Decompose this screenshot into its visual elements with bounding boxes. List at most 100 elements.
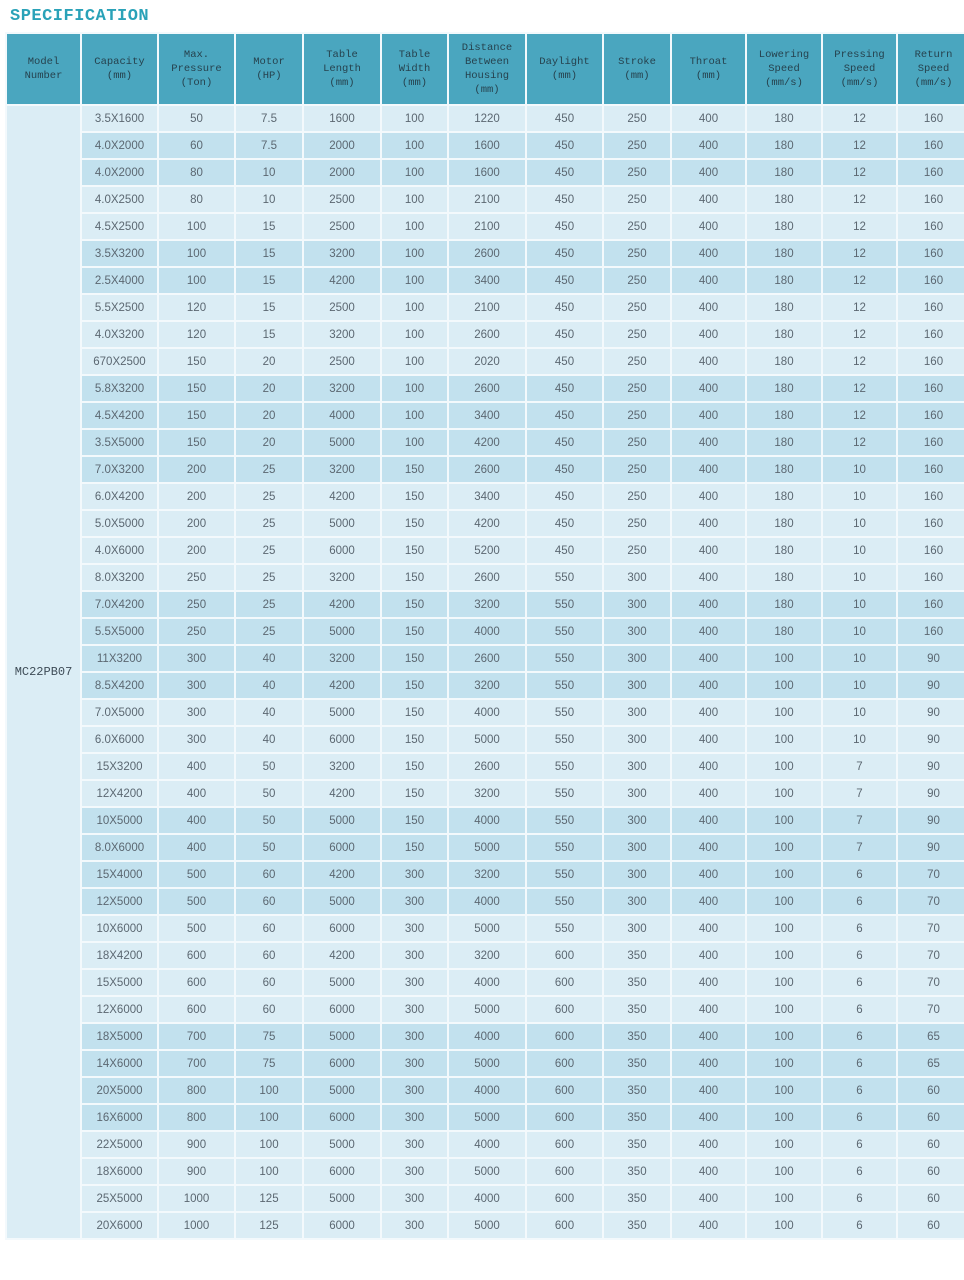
- cell-table-width: 300: [382, 1105, 447, 1130]
- cell-lowering-speed: 100: [747, 1105, 821, 1130]
- cell-motor: 15: [236, 268, 302, 293]
- cell-table-length: 3200: [304, 376, 380, 401]
- cell-lowering-speed: 180: [747, 484, 821, 509]
- cell-table-width: 300: [382, 916, 447, 941]
- cell-max-pressure: 250: [159, 619, 234, 644]
- cell-return-speed: 160: [898, 457, 964, 482]
- cell-capacity: 4.5X4200: [82, 403, 157, 428]
- cell-lowering-speed: 100: [747, 1132, 821, 1157]
- cell-distance-between-housing: 4000: [449, 1024, 525, 1049]
- cell-table-length: 6000: [304, 997, 380, 1022]
- cell-motor: 25: [236, 484, 302, 509]
- cell-return-speed: 90: [898, 754, 964, 779]
- cell-max-pressure: 60: [159, 133, 234, 158]
- cell-capacity: 16X6000: [82, 1105, 157, 1130]
- cell-max-pressure: 150: [159, 403, 234, 428]
- table-row: 16X6000 800 100 6000 300 5000 600 350 400 100 6 60: [7, 1105, 964, 1130]
- cell-stroke: 250: [604, 430, 670, 455]
- col-header-table-length: Table Length (mm): [304, 34, 380, 104]
- cell-motor: 25: [236, 457, 302, 482]
- cell-motor: 15: [236, 322, 302, 347]
- cell-table-width: 300: [382, 862, 447, 887]
- cell-distance-between-housing: 4000: [449, 970, 525, 995]
- cell-return-speed: 160: [898, 619, 964, 644]
- cell-table-length: 5000: [304, 970, 380, 995]
- cell-lowering-speed: 100: [747, 916, 821, 941]
- cell-table-width: 300: [382, 1132, 447, 1157]
- cell-distance-between-housing: 5000: [449, 997, 525, 1022]
- cell-lowering-speed: 100: [747, 1186, 821, 1211]
- cell-table-width: 150: [382, 511, 447, 536]
- table-header: Model Number Capacity (mm) Max. Pressure (…: [7, 34, 964, 104]
- table-row: 8.0X6000 400 50 6000 150 5000 550 300 400 100 7 90: [7, 835, 964, 860]
- cell-table-length: 4200: [304, 673, 380, 698]
- cell-pressing-speed: 7: [823, 835, 896, 860]
- cell-return-speed: 160: [898, 187, 964, 212]
- cell-throat: 400: [672, 484, 745, 509]
- cell-daylight: 450: [527, 133, 602, 158]
- cell-motor: 40: [236, 700, 302, 725]
- cell-motor: 20: [236, 403, 302, 428]
- cell-max-pressure: 900: [159, 1159, 234, 1184]
- cell-max-pressure: 600: [159, 943, 234, 968]
- cell-return-speed: 65: [898, 1051, 964, 1076]
- cell-table-width: 100: [382, 214, 447, 239]
- cell-return-speed: 70: [898, 862, 964, 887]
- cell-return-speed: 160: [898, 349, 964, 374]
- cell-distance-between-housing: 4000: [449, 1078, 525, 1103]
- cell-table-width: 100: [382, 403, 447, 428]
- cell-table-length: 6000: [304, 1213, 380, 1238]
- cell-capacity: 10X6000: [82, 916, 157, 941]
- cell-throat: 400: [672, 241, 745, 266]
- cell-return-speed: 90: [898, 727, 964, 752]
- table-row: 15X3200 400 50 3200 150 2600 550 300 400 100 7 90: [7, 754, 964, 779]
- cell-table-width: 150: [382, 781, 447, 806]
- cell-throat: 400: [672, 457, 745, 482]
- cell-throat: 400: [672, 160, 745, 185]
- table-row: 5.0X5000 200 25 5000 150 4200 450 250 400 180 10 16…: [7, 511, 964, 536]
- cell-table-width: 100: [382, 187, 447, 212]
- cell-distance-between-housing: 4200: [449, 430, 525, 455]
- cell-table-width: 300: [382, 1078, 447, 1103]
- cell-capacity: 3.5X1600: [82, 106, 157, 131]
- cell-max-pressure: 250: [159, 592, 234, 617]
- cell-stroke: 250: [604, 214, 670, 239]
- cell-motor: 25: [236, 592, 302, 617]
- table-row: 670X2500 150 20 2500 100 2020 450 250 400 180 12 16…: [7, 349, 964, 374]
- cell-distance-between-housing: 2100: [449, 214, 525, 239]
- cell-distance-between-housing: 5000: [449, 1051, 525, 1076]
- cell-pressing-speed: 10: [823, 457, 896, 482]
- cell-stroke: 300: [604, 781, 670, 806]
- cell-daylight: 600: [527, 1024, 602, 1049]
- cell-motor: 40: [236, 727, 302, 752]
- cell-motor: 125: [236, 1213, 302, 1238]
- cell-capacity: 18X6000: [82, 1159, 157, 1184]
- table-row: 10X6000 500 60 6000 300 5000 550 300 400 100 6 70: [7, 916, 964, 941]
- cell-table-length: 6000: [304, 1105, 380, 1130]
- cell-throat: 400: [672, 997, 745, 1022]
- cell-motor: 100: [236, 1132, 302, 1157]
- cell-throat: 400: [672, 862, 745, 887]
- cell-distance-between-housing: 1600: [449, 133, 525, 158]
- cell-capacity: 4.5X2500: [82, 214, 157, 239]
- cell-pressing-speed: 12: [823, 430, 896, 455]
- table-row: 18X6000 900 100 6000 300 5000 600 350 400 100 6 60: [7, 1159, 964, 1184]
- table-row: 12X5000 500 60 5000 300 4000 550 300 400 100 6 70: [7, 889, 964, 914]
- cell-table-length: 4000: [304, 403, 380, 428]
- cell-daylight: 450: [527, 322, 602, 347]
- cell-motor: 15: [236, 295, 302, 320]
- cell-daylight: 450: [527, 376, 602, 401]
- cell-distance-between-housing: 3400: [449, 484, 525, 509]
- cell-motor: 10: [236, 187, 302, 212]
- cell-stroke: 350: [604, 1024, 670, 1049]
- cell-max-pressure: 200: [159, 511, 234, 536]
- cell-throat: 400: [672, 619, 745, 644]
- cell-table-length: 3200: [304, 565, 380, 590]
- cell-return-speed: 90: [898, 835, 964, 860]
- cell-pressing-speed: 7: [823, 754, 896, 779]
- cell-capacity: 20X6000: [82, 1213, 157, 1238]
- cell-table-width: 150: [382, 538, 447, 563]
- cell-daylight: 450: [527, 457, 602, 482]
- cell-table-width: 300: [382, 997, 447, 1022]
- table-row: 6.0X6000 300 40 6000 150 5000 550 300 400 100 10 90: [7, 727, 964, 752]
